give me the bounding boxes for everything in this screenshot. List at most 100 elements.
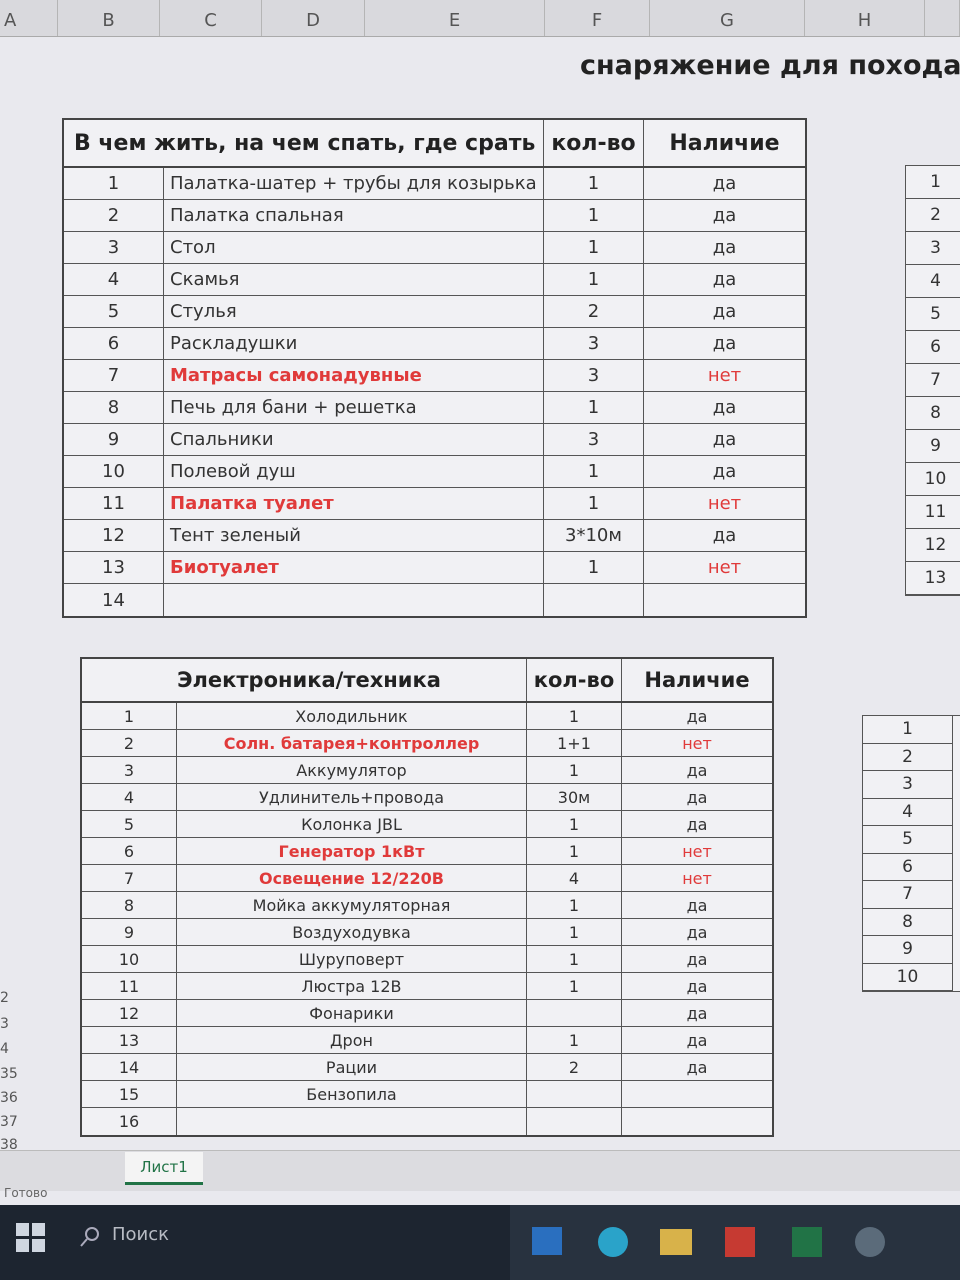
row-number: 9 bbox=[863, 936, 953, 964]
cell-name: Аккумулятор bbox=[177, 757, 527, 783]
cell-num: 6 bbox=[64, 328, 164, 359]
cell-num: 4 bbox=[82, 784, 177, 810]
cell-avail: нет bbox=[707, 493, 742, 514]
cell-name: Биотуалет bbox=[164, 552, 544, 583]
outlook-icon[interactable] bbox=[532, 1227, 562, 1255]
row-number: 4 bbox=[863, 798, 953, 826]
cell-num: 5 bbox=[64, 296, 164, 327]
cell-avail: да bbox=[712, 397, 737, 418]
cell-name: Фонарики bbox=[177, 1000, 527, 1026]
row-number: 2 bbox=[906, 199, 960, 232]
column-header[interactable]: F bbox=[545, 0, 650, 36]
cell-qty: 1 bbox=[527, 973, 622, 999]
row-number: 4 bbox=[0, 1041, 9, 1057]
cell-qty: 3 bbox=[544, 328, 644, 359]
column-header[interactable]: C bbox=[160, 0, 262, 36]
column-header[interactable]: G bbox=[650, 0, 805, 36]
cell-avail bbox=[644, 584, 805, 616]
cell-name: Стол bbox=[164, 232, 544, 263]
edge-icon[interactable] bbox=[598, 1227, 628, 1257]
cell-name: Люстра 12В bbox=[177, 973, 527, 999]
cell-num: 13 bbox=[64, 552, 164, 583]
column-header[interactable]: E bbox=[365, 0, 545, 36]
table-row: 1 Холодильник 1 да bbox=[82, 703, 772, 730]
column-header[interactable]: A bbox=[0, 0, 58, 36]
table-row: 9 Спальники 3 да bbox=[64, 424, 805, 456]
table-row: 13 Биотуалет 1 нет bbox=[64, 552, 805, 584]
cell-num: 15 bbox=[82, 1081, 177, 1107]
row-number: 10 bbox=[906, 463, 960, 496]
cell-num: 3 bbox=[64, 232, 164, 263]
cell-name: Полевой душ bbox=[164, 456, 544, 487]
explorer-icon[interactable] bbox=[660, 1229, 692, 1255]
table-row: 6 Раскладушки 3 да bbox=[64, 328, 805, 360]
cell-name: Палатка туалет bbox=[164, 488, 544, 519]
cell-qty: 1 bbox=[544, 552, 644, 583]
cell-qty: 3 bbox=[544, 360, 644, 391]
cell-avail bbox=[622, 1081, 772, 1107]
cell-qty: 1 bbox=[527, 919, 622, 945]
column-header[interactable]: B bbox=[58, 0, 160, 36]
excel-icon[interactable] bbox=[792, 1227, 822, 1257]
sheet-tab[interactable]: Лист1 bbox=[125, 1152, 203, 1185]
cell-name: Солн. батарея+контроллер bbox=[177, 730, 527, 756]
header-cell: кол-во bbox=[544, 120, 644, 166]
cell-num: 8 bbox=[64, 392, 164, 423]
side-table: 1 2 3 4 5 6 7 8 9 10 bbox=[862, 715, 960, 992]
table-row: 8 Печь для бани + решетка 1 да bbox=[64, 392, 805, 424]
cell-avail: да bbox=[686, 949, 708, 969]
table-row: 15 Бензопила bbox=[82, 1081, 772, 1108]
side-table: 1 2 3 4 5 6 7 8 9 10 11 12 13 bbox=[905, 165, 960, 596]
cell-num: 5 bbox=[82, 811, 177, 837]
row-number: 11 bbox=[906, 496, 960, 529]
cell-avail: да bbox=[686, 895, 708, 915]
row-number: 38 bbox=[0, 1137, 18, 1153]
cell-qty: 1 bbox=[544, 264, 644, 295]
table-row: 10 Полевой душ 1 да bbox=[64, 456, 805, 488]
column-header[interactable]: H bbox=[805, 0, 925, 36]
cell-num: 3 bbox=[82, 757, 177, 783]
header-cell: Наличие bbox=[644, 668, 750, 692]
start-button[interactable] bbox=[12, 1219, 52, 1259]
pdf-icon[interactable] bbox=[725, 1227, 755, 1257]
cell-avail: да bbox=[712, 301, 737, 322]
cell-name: Воздуходувка bbox=[177, 919, 527, 945]
app-icon[interactable] bbox=[855, 1227, 885, 1257]
column-header[interactable]: D bbox=[262, 0, 365, 36]
cell-qty: 2 bbox=[527, 1054, 622, 1080]
table-row: 7 Матрасы самонадувные 3 нет bbox=[64, 360, 805, 392]
cell-num: 2 bbox=[82, 730, 177, 756]
cell-qty: 4 bbox=[527, 865, 622, 891]
cell-qty: 2 bbox=[544, 296, 644, 327]
cell-name: Матрасы самонадувные bbox=[164, 360, 544, 391]
cell-num: 8 bbox=[82, 892, 177, 918]
search-icon bbox=[80, 1227, 99, 1247]
cell-num: 11 bbox=[64, 488, 164, 519]
cell-name: Колонка JBL bbox=[177, 811, 527, 837]
table-row: 7 Освещение 12/220В 4 нет bbox=[82, 865, 772, 892]
row-number: 36 bbox=[0, 1090, 18, 1106]
cell-num: 7 bbox=[64, 360, 164, 391]
cell-avail: да bbox=[686, 706, 708, 726]
table-row: 4 Удлинитель+провода 30м да bbox=[82, 784, 772, 811]
table-row: 13 Дрон 1 да bbox=[82, 1027, 772, 1054]
cell-name: Удлинитель+провода bbox=[177, 784, 527, 810]
table: В чем жить, на чем спать, где срать кол-в… bbox=[62, 118, 807, 618]
cell-name: Генератор 1кВт bbox=[177, 838, 527, 864]
cell-avail: да bbox=[712, 333, 737, 354]
sheet-title: снаряжение для похода/ bbox=[580, 50, 960, 81]
header-cell: Наличие bbox=[669, 130, 780, 156]
cell-qty: 1 bbox=[544, 456, 644, 487]
row-number: 9 bbox=[906, 430, 960, 463]
cell-qty: 1+1 bbox=[527, 730, 622, 756]
cell-qty: 1 bbox=[527, 757, 622, 783]
search-box[interactable]: Поиск bbox=[112, 1224, 170, 1245]
cell-avail: нет bbox=[682, 841, 712, 861]
cell-name: Бензопила bbox=[177, 1081, 527, 1107]
cell-qty: 1 bbox=[544, 232, 644, 263]
row-number: 1 bbox=[863, 716, 953, 744]
cell-name bbox=[164, 584, 544, 616]
row-number: 3 bbox=[906, 232, 960, 265]
cell-num: 6 bbox=[82, 838, 177, 864]
cell-name: Шуруповерт bbox=[177, 946, 527, 972]
